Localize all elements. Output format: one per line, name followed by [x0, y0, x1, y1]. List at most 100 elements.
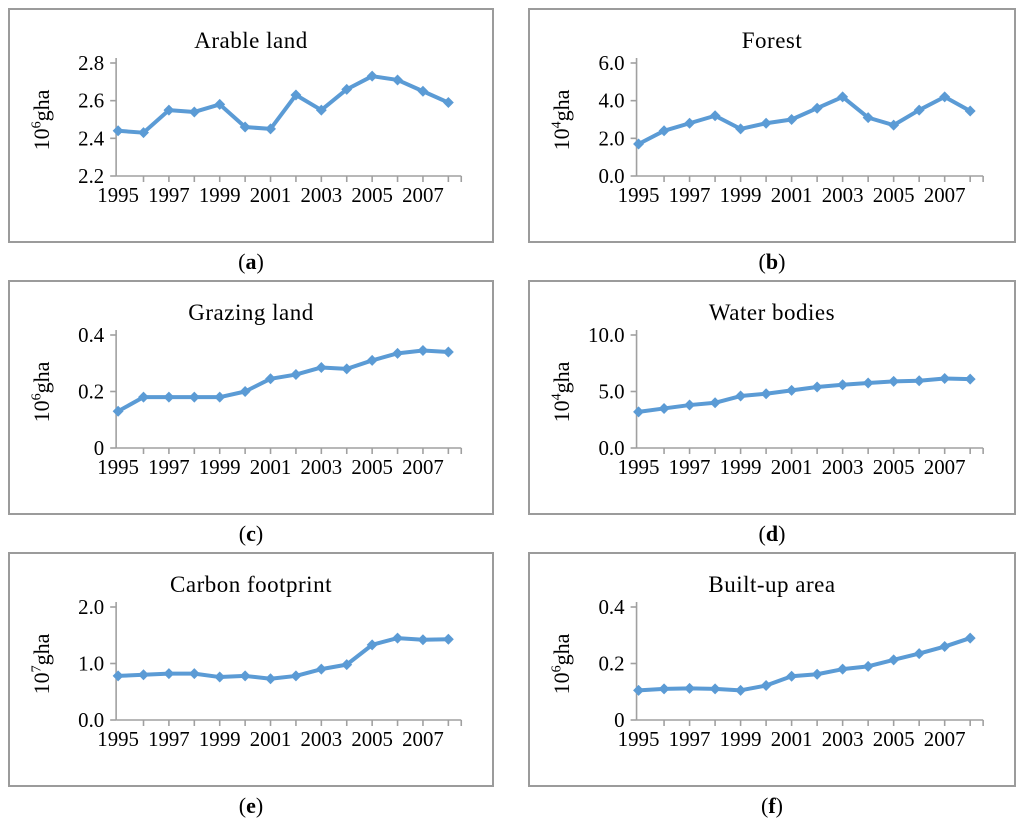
svg-text:1997: 1997 — [148, 455, 190, 479]
line-chart-b: 0.0 2.0 4.0 6.0 1995 1997 1999 2001 2003 2005 2007 — [598, 51, 984, 207]
svg-text:1999: 1999 — [199, 727, 241, 751]
svg-text:0: 0 — [94, 436, 104, 460]
chart-d-frame: Water bodies 104gha 0.0 5.0 10.0 1995 1997 19… — [528, 280, 1016, 515]
svg-text:1997: 1997 — [148, 727, 190, 751]
svg-text:0.0: 0.0 — [598, 436, 624, 460]
chart-b-title: Forest — [741, 28, 803, 53]
svg-text:1995: 1995 — [97, 455, 139, 479]
caption-letter: c — [246, 520, 256, 546]
svg-text:1999: 1999 — [199, 183, 241, 207]
svg-text:2001: 2001 — [250, 183, 292, 207]
caption-open-paren: ( — [761, 792, 769, 818]
svg-text:2007: 2007 — [402, 727, 444, 751]
caption-open-paren: ( — [238, 792, 247, 818]
chart-a-title: Arable land — [194, 28, 308, 53]
svg-text:2.4: 2.4 — [78, 126, 105, 150]
svg-text:1995: 1995 — [618, 183, 660, 207]
svg-text:2.6: 2.6 — [78, 89, 104, 113]
svg-text:1999: 1999 — [720, 727, 762, 751]
caption-letter: a — [245, 248, 257, 274]
svg-text:5.0: 5.0 — [598, 379, 624, 403]
svg-text:4.0: 4.0 — [598, 89, 624, 113]
chart-f-frame: Built-up area 106gha 0 0.2 0.4 1995 1997 1999… — [528, 552, 1016, 787]
chart-c-frame: Grazing land 106gha 0 0.2 0.4 1995 1997 1999 2… — [8, 280, 494, 515]
svg-text:1.0: 1.0 — [78, 651, 104, 675]
chart-c-caption: (c) — [8, 515, 494, 552]
chart-panel-c: Grazing land 106gha 0 0.2 0.4 1995 1997 1999 2… — [8, 280, 494, 552]
caption-close-paren: ) — [255, 520, 264, 546]
svg-text:2007: 2007 — [924, 183, 966, 207]
chart-b-frame: Forest 104gha 0.0 2.0 4.0 6.0 1995 1997 1999 20… — [528, 8, 1016, 243]
line-chart-e: 0.0 1.0 2.0 1995 1997 1999 2001 2003 2005 2007 — [78, 595, 463, 751]
svg-text:0: 0 — [614, 708, 624, 732]
svg-text:0.4: 0.4 — [598, 595, 625, 619]
svg-text:2003: 2003 — [822, 455, 864, 479]
svg-text:2001: 2001 — [771, 727, 813, 751]
line-chart-c: 0 0.2 0.4 1995 1997 1999 2001 2003 2005 2007 — [78, 323, 463, 479]
svg-text:1997: 1997 — [148, 183, 190, 207]
svg-text:2007: 2007 — [924, 727, 966, 751]
caption-letter: e — [246, 792, 256, 818]
chart-panel-e: Carbon footprint 107gha 0.0 1.0 2.0 1995 199… — [8, 552, 494, 824]
caption-open-paren: ( — [238, 248, 246, 274]
svg-text:2003: 2003 — [301, 183, 343, 207]
caption-open-paren: ( — [758, 520, 766, 546]
svg-text:2005: 2005 — [873, 727, 915, 751]
chart-panel-d: Water bodies 104gha 0.0 5.0 10.0 1995 1997 19… — [528, 280, 1016, 552]
svg-text:6.0: 6.0 — [598, 51, 624, 75]
svg-text:2005: 2005 — [351, 183, 393, 207]
line-chart-d: 0.0 5.0 10.0 1995 1997 1999 2001 2003 2005 2007 — [588, 323, 984, 479]
svg-text:0.2: 0.2 — [78, 379, 104, 403]
chart-e-caption: (e) — [8, 787, 494, 824]
svg-text:1999: 1999 — [199, 455, 241, 479]
svg-text:1997: 1997 — [669, 455, 711, 479]
chart-e-frame: Carbon footprint 107gha 0.0 1.0 2.0 1995 199… — [8, 552, 494, 787]
svg-text:2005: 2005 — [873, 183, 915, 207]
caption-close-paren: ) — [255, 792, 264, 818]
caption-letter: d — [765, 520, 779, 546]
chart-f-caption: (f) — [528, 787, 1016, 824]
svg-text:1995: 1995 — [618, 455, 660, 479]
caption-close-paren: ) — [778, 520, 786, 546]
svg-text:1999: 1999 — [720, 183, 762, 207]
line-chart-a: 2.2 2.4 2.6 2.8 1995 1997 1999 2001 2003 2005 2007 — [78, 51, 463, 207]
svg-text:2005: 2005 — [351, 727, 393, 751]
chart-panel-b: Forest 104gha 0.0 2.0 4.0 6.0 1995 1997 1999 20… — [528, 8, 1016, 280]
svg-text:10.0: 10.0 — [588, 323, 625, 347]
svg-text:2001: 2001 — [771, 455, 813, 479]
svg-text:1997: 1997 — [669, 727, 711, 751]
caption-letter: b — [765, 248, 779, 274]
svg-text:2.0: 2.0 — [598, 126, 624, 150]
svg-text:2007: 2007 — [402, 455, 444, 479]
caption-close-paren: ) — [775, 792, 783, 818]
svg-text:2001: 2001 — [250, 727, 292, 751]
svg-text:2001: 2001 — [771, 183, 813, 207]
svg-text:2003: 2003 — [301, 727, 343, 751]
chart-panel-a: Arable land 106gha 2.2 2.4 2.6 2.8 1995 1997 1… — [8, 8, 494, 280]
chart-f-title: Built-up area — [708, 572, 836, 597]
svg-text:0.2: 0.2 — [598, 651, 624, 675]
svg-text:1999: 1999 — [720, 455, 762, 479]
svg-text:2.2: 2.2 — [78, 164, 104, 188]
caption-open-paren: ( — [758, 248, 766, 274]
chart-panel-f: Built-up area 106gha 0 0.2 0.4 1995 1997 1999… — [528, 552, 1016, 824]
chart-a-caption: (a) — [8, 243, 494, 280]
line-chart-f: 0 0.2 0.4 1995 1997 1999 2001 2003 2005 2007 — [598, 595, 984, 751]
svg-text:2.0: 2.0 — [78, 595, 104, 619]
svg-text:1995: 1995 — [618, 727, 660, 751]
chart-a-frame: Arable land 106gha 2.2 2.4 2.6 2.8 1995 1997 1… — [8, 8, 494, 243]
caption-open-paren: ( — [238, 520, 247, 546]
svg-text:0.0: 0.0 — [78, 708, 104, 732]
svg-text:2.8: 2.8 — [78, 51, 104, 75]
chart-d-caption: (d) — [528, 515, 1016, 552]
svg-text:2003: 2003 — [822, 183, 864, 207]
chart-e-title: Carbon footprint — [170, 572, 332, 597]
svg-text:2005: 2005 — [351, 455, 393, 479]
svg-text:2007: 2007 — [402, 183, 444, 207]
caption-close-paren: ) — [778, 248, 786, 274]
svg-text:1995: 1995 — [97, 727, 139, 751]
caption-close-paren: ) — [256, 248, 264, 274]
svg-text:2001: 2001 — [250, 455, 292, 479]
chart-c-title: Grazing land — [188, 300, 314, 325]
